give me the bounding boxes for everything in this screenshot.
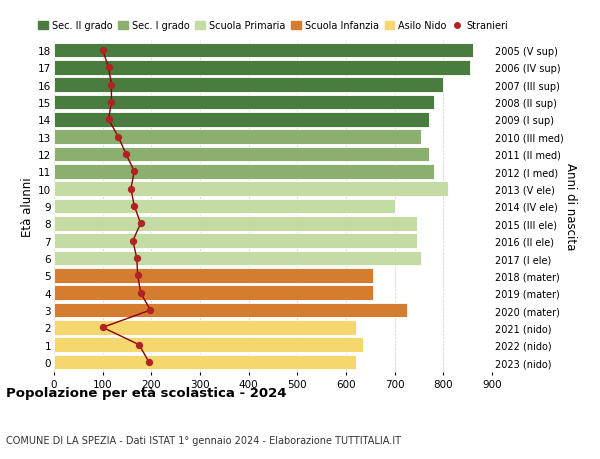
- Point: [98, 47, 107, 55]
- Bar: [54, 199, 395, 214]
- Bar: [54, 44, 473, 58]
- Bar: [54, 269, 373, 283]
- Point: [121, 151, 131, 158]
- Point: [113, 134, 123, 141]
- Point: [136, 220, 145, 228]
- Bar: [54, 338, 363, 353]
- Bar: [54, 112, 429, 128]
- Point: [107, 99, 116, 106]
- Point: [130, 168, 139, 176]
- Bar: [54, 182, 448, 196]
- Point: [107, 82, 116, 89]
- Point: [132, 255, 142, 262]
- Bar: [54, 320, 356, 335]
- Point: [126, 185, 136, 193]
- Text: COMUNE DI LA SPEZIA - Dati ISTAT 1° gennaio 2024 - Elaborazione TUTTITALIA.IT: COMUNE DI LA SPEZIA - Dati ISTAT 1° genn…: [6, 435, 401, 445]
- Bar: [54, 303, 407, 318]
- Point: [98, 324, 107, 331]
- Point: [144, 358, 154, 366]
- Point: [104, 64, 113, 72]
- Bar: [54, 95, 434, 110]
- Point: [136, 289, 145, 297]
- Text: Popolazione per età scolastica - 2024: Popolazione per età scolastica - 2024: [6, 386, 287, 399]
- Point: [104, 117, 113, 124]
- Point: [134, 341, 144, 349]
- Bar: [54, 61, 470, 75]
- Legend: Sec. II grado, Sec. I grado, Scuola Primaria, Scuola Infanzia, Asilo Nido, Stran: Sec. II grado, Sec. I grado, Scuola Prim…: [36, 19, 510, 33]
- Point: [128, 237, 137, 245]
- Bar: [54, 130, 421, 145]
- Bar: [54, 78, 443, 93]
- Bar: [54, 355, 356, 369]
- Bar: [54, 165, 434, 179]
- Bar: [54, 217, 416, 231]
- Point: [130, 203, 139, 210]
- Point: [133, 272, 143, 280]
- Y-axis label: Anni di nascita: Anni di nascita: [565, 163, 577, 250]
- Bar: [54, 285, 373, 301]
- Bar: [54, 147, 429, 162]
- Y-axis label: Età alunni: Età alunni: [21, 177, 34, 236]
- Bar: [54, 251, 421, 266]
- Bar: [54, 234, 416, 248]
- Point: [146, 307, 155, 314]
